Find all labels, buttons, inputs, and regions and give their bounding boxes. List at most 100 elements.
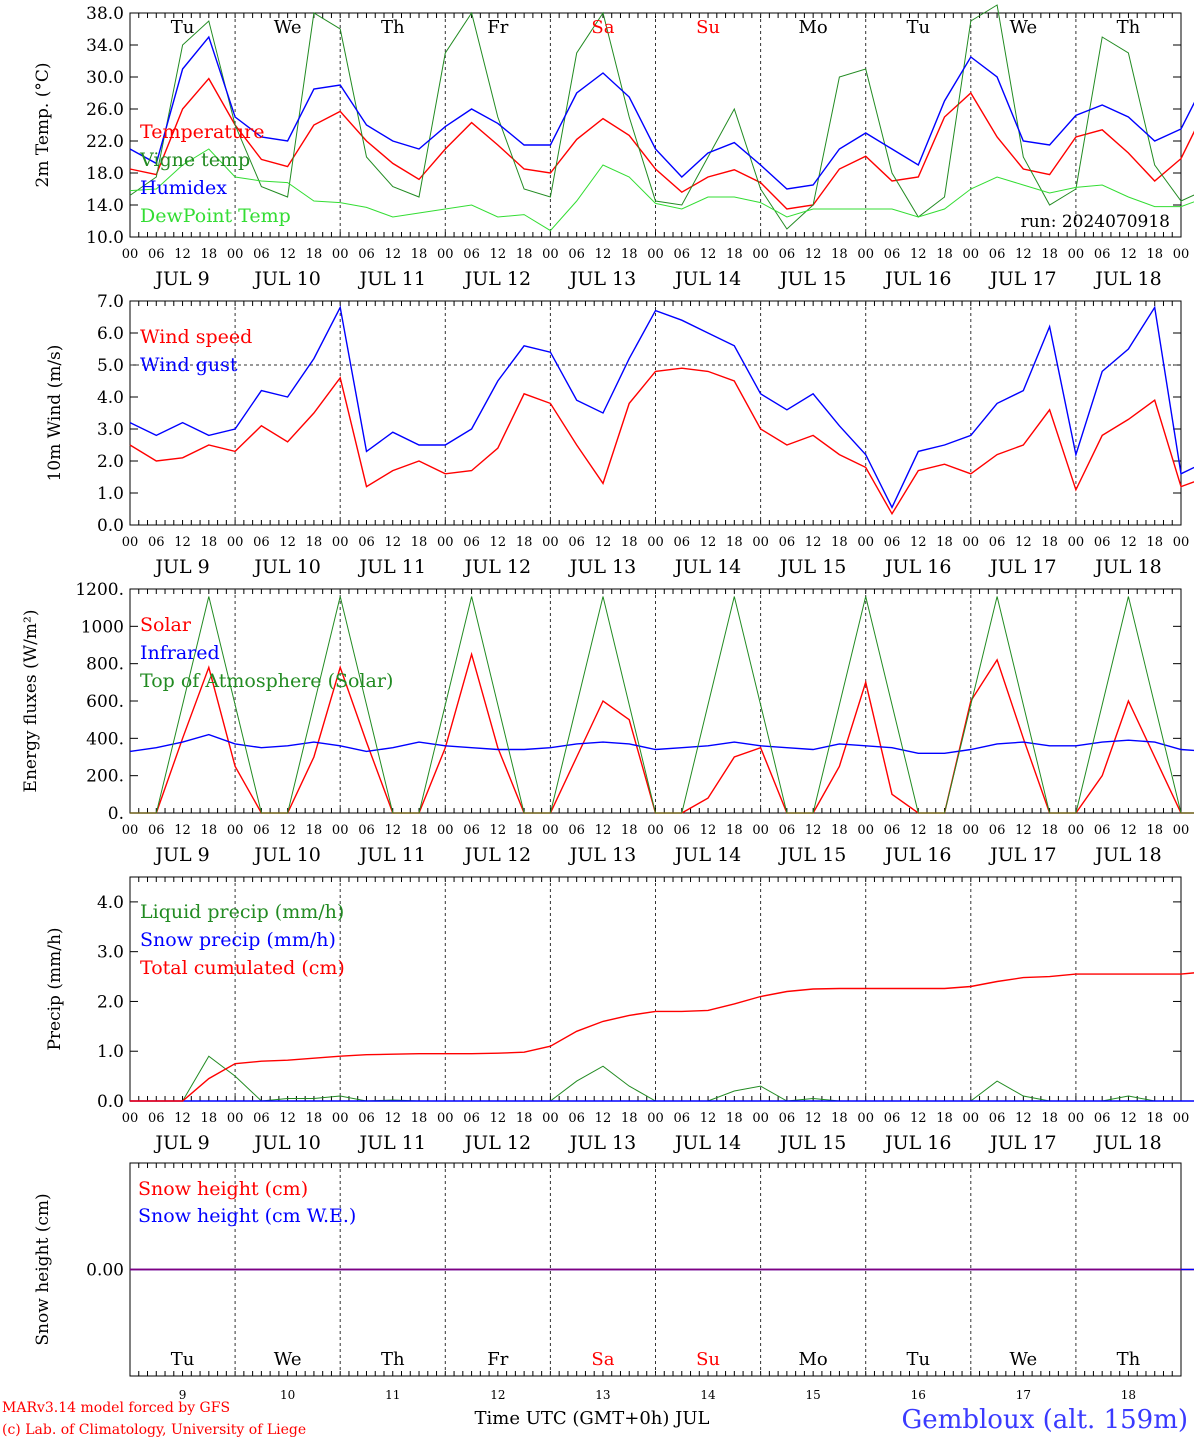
hour-label: 06 [884, 535, 901, 550]
series-total-cumulated-cm- [130, 972, 1194, 1102]
day-number: 9 [179, 1388, 187, 1402]
hour-label: 12 [279, 823, 296, 838]
panel-wind: 0.0 1.0 2.0 3.0 4.0 5.0 6.0 7.0 10m Wind (m/s) Wi… [45, 292, 1194, 578]
hour-label: 06 [568, 247, 585, 262]
hour-label: 06 [253, 1111, 270, 1126]
hour-label: 06 [674, 823, 691, 838]
hour-label: 18 [1146, 535, 1163, 550]
series-liquid-precip-mm-h- [130, 1055, 1194, 1102]
hour-label: 12 [174, 1111, 191, 1126]
hour-label: 12 [805, 247, 822, 262]
hour-label: 00 [752, 247, 769, 262]
hour-label: 12 [910, 247, 927, 262]
hour-label: 00 [437, 535, 454, 550]
weekday-label: We [1010, 17, 1038, 38]
date-label: JUL 14 [673, 556, 741, 578]
hour-label: 00 [1173, 823, 1190, 838]
legend-entry: Total cumulated (cm) [140, 957, 345, 979]
hour-label: 06 [779, 1111, 796, 1126]
hour-label: 06 [884, 1111, 901, 1126]
hour-label: 12 [700, 247, 717, 262]
legend-entry: Temperature [140, 121, 264, 143]
legend-entry: Liquid precip (mm/h) [140, 901, 344, 923]
date-label: JUL 16 [883, 268, 951, 290]
hour-label: 18 [306, 247, 323, 262]
panel-precip: 0.0 1.0 2.0 3.0 4.0 Precip (mm/h) Liquid preci… [45, 876, 1194, 1154]
hour-label: 12 [1120, 247, 1137, 262]
y-tick-label: 6.0 [97, 324, 124, 344]
hour-label: 06 [779, 535, 796, 550]
y-tick-label: 38.0 [86, 4, 124, 24]
weekday-label: Th [1117, 17, 1141, 38]
weekday-label: We [274, 1349, 302, 1370]
y-tick-label: 3.0 [97, 943, 124, 963]
hour-label: 00 [332, 823, 349, 838]
y-tick-label: 5.0 [97, 356, 124, 376]
hour-label: 06 [568, 1111, 585, 1126]
date-label: JUL 13 [568, 268, 636, 290]
hour-label: 00 [1173, 247, 1190, 262]
run-annotation: run: 2024070918 [1021, 212, 1170, 232]
hour-label: 12 [174, 823, 191, 838]
hour-label: 12 [490, 247, 507, 262]
hour-label: 00 [437, 247, 454, 262]
date-label: JUL 15 [778, 1132, 846, 1154]
date-label: JUL 13 [568, 556, 636, 578]
hour-label: 06 [358, 247, 375, 262]
hour-label: 06 [463, 535, 480, 550]
hour-label: 00 [857, 535, 874, 550]
y-axis-label: Precip (mm/h) [45, 927, 65, 1050]
hour-label: 18 [201, 247, 218, 262]
y-tick-label: 0. [108, 804, 124, 824]
day-number: 10 [280, 1388, 295, 1402]
legend-entry: Vigne temp [139, 149, 250, 171]
y-tick-label: 14.0 [86, 196, 124, 216]
panel-energy: 0. 200. 400. 600. 800. 1000 1200. Energy fluxes… [21, 580, 1194, 866]
y-tick-label: 34.0 [86, 36, 124, 56]
date-label: JUL 14 [673, 844, 741, 866]
weekday-label: We [274, 17, 302, 38]
hour-label: 00 [332, 247, 349, 262]
y-tick-label: 1200. [75, 580, 124, 600]
y-tick-label: 7.0 [97, 292, 124, 312]
hour-label: 18 [621, 1111, 638, 1126]
hour-label: 06 [989, 823, 1006, 838]
day-number: 18 [1121, 1388, 1136, 1402]
panel-snow: 0.00 Snow height (cm) Snow height (cm) Snow… [33, 1162, 1194, 1402]
y-tick-label: 400. [86, 729, 124, 749]
hour-label: 12 [1120, 1111, 1137, 1126]
y-tick-label: 10.0 [86, 228, 124, 248]
date-label: JUL 12 [463, 844, 531, 866]
hour-label: 18 [831, 1111, 848, 1126]
hour-label: 00 [437, 823, 454, 838]
date-label: JUL 12 [463, 1132, 531, 1154]
hour-label: 18 [621, 535, 638, 550]
legend-entry: Humidex [140, 177, 227, 199]
hour-label: 12 [174, 535, 191, 550]
hour-label: 06 [989, 535, 1006, 550]
y-axis-label: Energy fluxes (W/m²) [21, 610, 41, 793]
weekday-label: Fr [487, 1349, 508, 1370]
date-label: JUL 15 [778, 556, 846, 578]
hour-label: 12 [805, 823, 822, 838]
hour-label: 18 [1041, 823, 1058, 838]
hour-label: 12 [279, 247, 296, 262]
hour-label: 06 [148, 535, 165, 550]
weekday-label: Mo [799, 1349, 828, 1370]
hour-label: 06 [148, 823, 165, 838]
hour-label: 12 [279, 535, 296, 550]
hour-label: 00 [1068, 1111, 1085, 1126]
hour-label: 18 [1146, 823, 1163, 838]
hour-label: 00 [227, 247, 244, 262]
weekday-label: Sa [591, 17, 614, 38]
hour-label: 06 [253, 823, 270, 838]
x-axis-title: Time UTC (GMT+0h) JUL [475, 1408, 710, 1429]
date-label: JUL 10 [252, 556, 320, 578]
hour-label: 06 [148, 247, 165, 262]
plot-frame [129, 300, 1182, 526]
y-tick-label: 4.0 [97, 893, 124, 913]
hour-label: 00 [1173, 1111, 1190, 1126]
date-label: JUL 14 [673, 268, 741, 290]
hour-label: 12 [384, 247, 401, 262]
weekday-label: Tu [171, 1349, 195, 1370]
